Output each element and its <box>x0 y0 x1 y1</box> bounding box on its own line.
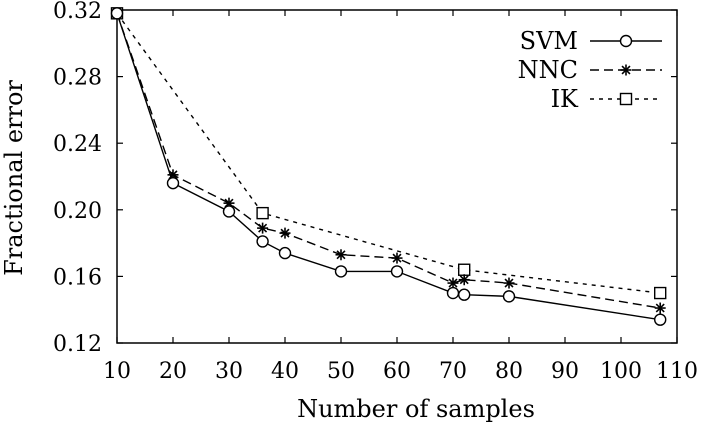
y-axis-ticks: 0.12 0.16 0.20 0.24 0.28 0.32 <box>53 0 677 357</box>
asterisk-stroke <box>655 303 665 313</box>
y-tick-label: 0.12 <box>53 332 102 357</box>
x-tick-label: 50 <box>327 359 355 384</box>
x-tick-label: 70 <box>439 359 467 384</box>
legend-label: NNC <box>518 56 578 84</box>
data-point-nnc <box>279 227 291 239</box>
asterisk-stroke <box>280 228 290 238</box>
series-line-nnc <box>116 13 661 309</box>
legend-label: SVM <box>520 27 578 55</box>
y-axis-title: Fractional error <box>0 80 28 276</box>
legend-entry-svm: SVM <box>520 27 662 55</box>
data-point-svm <box>110 7 124 20</box>
x-axis-ticks: 10 20 30 40 50 60 70 80 90 100 110 <box>103 10 698 384</box>
legend-label: IK <box>551 85 579 113</box>
data-point-ik <box>654 286 667 300</box>
plot-area <box>116 9 678 344</box>
asterisk-stroke <box>621 65 631 75</box>
x-axis-title: Number of samples <box>297 395 535 423</box>
x-tick-label: 10 <box>103 359 131 384</box>
data-point-nnc <box>458 274 470 286</box>
plot-frame <box>116 9 678 344</box>
asterisk-stroke <box>336 250 346 260</box>
legend-marker <box>620 64 632 76</box>
data-point-nnc <box>654 302 666 314</box>
data-point-svm <box>654 313 667 326</box>
data-point-svm <box>502 290 516 303</box>
series-svm <box>110 7 667 326</box>
data-point-svm <box>278 246 292 260</box>
series-ik <box>110 7 667 300</box>
series-nnc <box>111 7 666 314</box>
data-point-svm <box>334 265 348 278</box>
data-point-svm <box>390 265 404 278</box>
series-layer <box>110 7 667 326</box>
x-tick-label: 90 <box>551 359 579 384</box>
x-tick-label: 40 <box>271 359 299 384</box>
series-line-ik <box>116 12 661 294</box>
y-tick-label: 0.32 <box>53 0 102 24</box>
asterisk-stroke <box>168 170 178 180</box>
data-point-svm <box>222 205 236 218</box>
data-point-svm <box>256 235 269 248</box>
data-point-nnc <box>167 169 179 181</box>
series-line-svm <box>116 13 661 321</box>
asterisk-stroke <box>224 198 234 208</box>
y-tick-label: 0.20 <box>53 199 102 224</box>
data-point-nnc <box>257 222 269 234</box>
data-point-nnc <box>503 277 515 289</box>
asterisk-stroke <box>392 253 402 263</box>
data-point-nnc <box>335 249 347 261</box>
asterisk-stroke <box>459 275 469 285</box>
asterisk-stroke <box>504 278 514 288</box>
y-tick-label: 0.28 <box>53 66 102 91</box>
y-tick-label: 0.16 <box>53 265 102 290</box>
x-tick-label: 80 <box>495 359 523 384</box>
x-tick-label: 110 <box>656 359 698 384</box>
data-point-nnc <box>447 277 459 289</box>
legend-entry-nnc: NNC <box>518 56 662 84</box>
data-point-ik <box>256 206 269 220</box>
data-point-svm <box>166 176 180 190</box>
data-point-svm <box>458 288 471 301</box>
data-point-svm <box>446 286 460 300</box>
y-tick-label: 0.24 <box>53 132 102 157</box>
asterisk-stroke <box>448 278 458 288</box>
x-tick-label: 100 <box>600 359 642 384</box>
data-point-nnc <box>391 252 403 264</box>
legend-marker <box>619 92 633 106</box>
asterisk-stroke <box>258 223 268 233</box>
data-point-ik <box>458 263 471 276</box>
x-tick-label: 30 <box>215 359 243 384</box>
legend-entry-ik: IK <box>551 85 662 113</box>
legend-marker <box>619 34 633 48</box>
x-tick-label: 20 <box>159 359 187 384</box>
x-tick-label: 60 <box>383 359 411 384</box>
